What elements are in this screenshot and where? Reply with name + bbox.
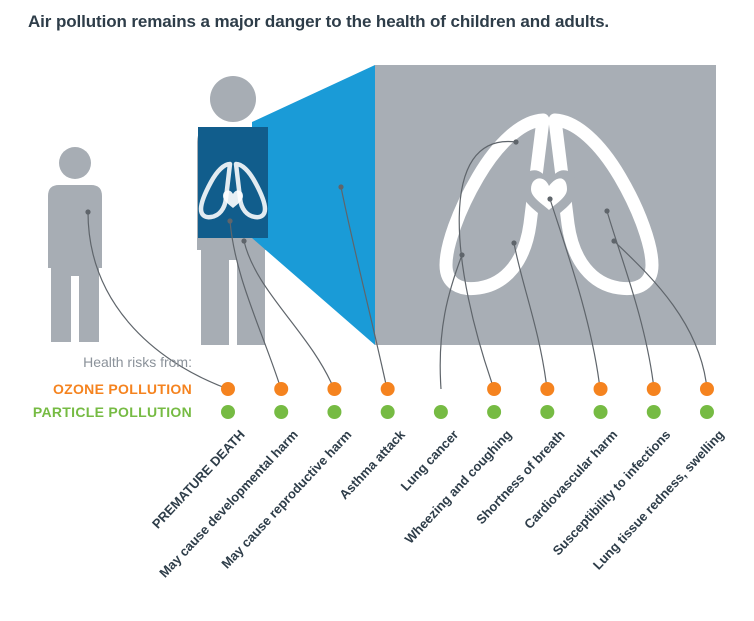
connector-line bbox=[613, 240, 708, 390]
particle-dot bbox=[540, 405, 555, 419]
ozone-dot bbox=[487, 382, 502, 396]
particle-dot bbox=[380, 405, 395, 419]
connector-line bbox=[439, 254, 463, 390]
connector-line bbox=[87, 211, 229, 390]
connector-line bbox=[243, 240, 335, 390]
connector-line bbox=[229, 220, 282, 390]
legend-ozone-label: OZONE POLLUTION bbox=[52, 381, 192, 397]
connector-endpoint-dot bbox=[85, 209, 91, 215]
right-lung bbox=[548, 113, 659, 296]
connector-endpoint-dot bbox=[611, 238, 617, 244]
adult-head bbox=[210, 76, 256, 122]
connector-endpoint-dot bbox=[547, 196, 553, 202]
connector-endpoint-dot bbox=[227, 218, 233, 224]
connector-endpoint-dot bbox=[604, 208, 610, 214]
connector-line bbox=[458, 141, 517, 390]
ozone-dot bbox=[274, 382, 289, 396]
child-body bbox=[48, 185, 102, 342]
heart-icon bbox=[531, 178, 567, 210]
connector-line bbox=[513, 242, 548, 390]
ozone-dot bbox=[380, 382, 395, 396]
ozone-dot bbox=[221, 382, 235, 396]
child-head bbox=[59, 147, 91, 179]
particle-dot bbox=[221, 405, 235, 419]
ozone-dot bbox=[327, 382, 342, 396]
connector-endpoint-dot bbox=[241, 238, 247, 244]
ozone-dot bbox=[699, 382, 714, 396]
particle-dot bbox=[487, 405, 502, 419]
lungs-illustration bbox=[439, 113, 659, 296]
particle-dot bbox=[699, 405, 714, 419]
particle-dot bbox=[646, 405, 661, 419]
chest-heart-icon bbox=[223, 190, 243, 208]
connector-line bbox=[549, 198, 601, 390]
particle-dot bbox=[433, 405, 448, 419]
legend-intro: Health risks from: bbox=[83, 354, 192, 370]
chest-lungs-icon bbox=[198, 161, 268, 220]
particle-dot bbox=[327, 405, 342, 419]
child-silhouette bbox=[48, 147, 102, 342]
ozone-dot bbox=[593, 382, 608, 396]
particle-dot bbox=[593, 405, 608, 419]
ozone-dot bbox=[540, 382, 555, 396]
xray-beam bbox=[252, 65, 375, 345]
connector-line bbox=[340, 186, 388, 390]
particle-dot bbox=[274, 405, 289, 419]
pollution-dot-matrix bbox=[221, 382, 714, 419]
connector-lines bbox=[85, 139, 708, 390]
legend-particle-label: PARTICLE POLLUTION bbox=[32, 404, 192, 420]
connector-line bbox=[606, 210, 655, 390]
ozone-dot bbox=[646, 382, 661, 396]
page-title: Air pollution remains a major danger to … bbox=[28, 12, 610, 31]
connector-endpoint-dot bbox=[513, 139, 519, 145]
left-lung bbox=[439, 113, 550, 296]
connector-endpoint-dot bbox=[511, 240, 517, 246]
connector-endpoint-dot bbox=[338, 184, 344, 190]
